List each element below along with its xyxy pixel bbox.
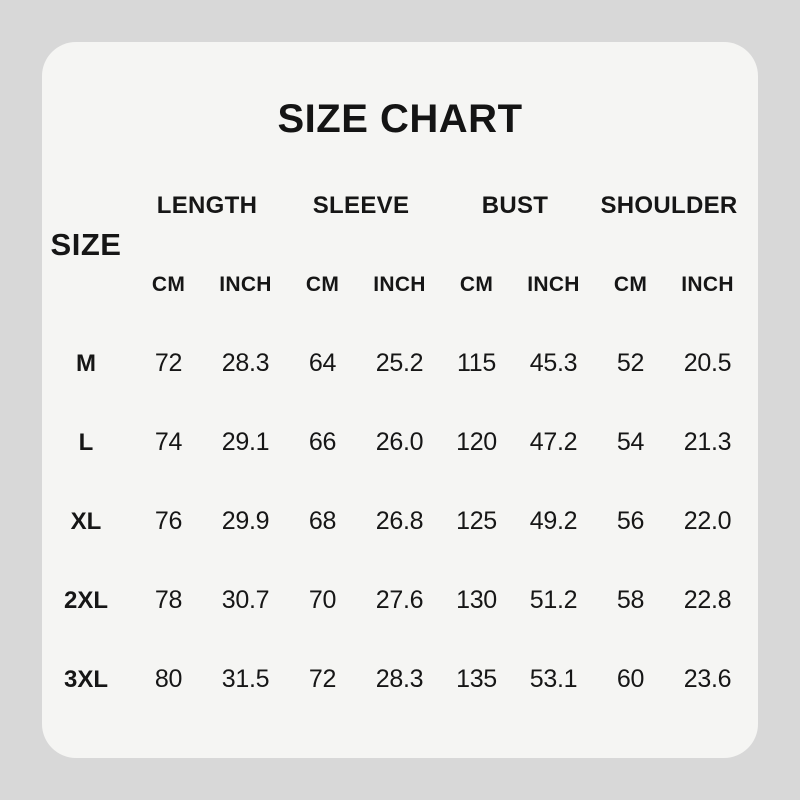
measurement-value: 135 (456, 665, 497, 693)
measurement-value: 60 (616, 665, 645, 693)
column-group-bust: BUST (481, 191, 549, 219)
column-group-length: LENGTH (156, 191, 258, 219)
page-title: SIZE CHART (277, 97, 523, 141)
measurement-value: 76 (154, 507, 183, 535)
measurement-value: 26.8 (375, 507, 424, 535)
table-row: M 72 28.3 64 25.2 115 45.3 52 20.5 (42, 324, 746, 403)
unit-header-cm: CM (459, 272, 494, 296)
measurement-value: 51.2 (529, 586, 578, 614)
measurement-value: 22.0 (683, 507, 732, 535)
unit-header-cm: CM (613, 272, 648, 296)
size-row-label: L (78, 428, 94, 456)
table-row: L 74 29.1 66 26.0 120 47.2 54 21.3 (42, 403, 746, 482)
measurement-value: 72 (308, 665, 337, 693)
measurement-value: 72 (154, 349, 183, 377)
measurement-value: 120 (456, 428, 497, 456)
column-group-sleeve: SLEEVE (312, 191, 410, 219)
measurement-value: 20.5 (683, 349, 732, 377)
measurement-value: 78 (154, 586, 183, 614)
unit-header-cm: CM (305, 272, 340, 296)
size-row-label: 3XL (63, 665, 108, 693)
table-header: SIZE LENGTH SLEEVE BUST SHOULDER CM INCH… (42, 166, 746, 324)
measurement-value: 31.5 (221, 665, 270, 693)
measurement-value: 115 (457, 349, 496, 377)
table-row: 3XL 80 31.5 72 28.3 135 53.1 60 23.6 (42, 640, 746, 719)
measurement-value: 54 (616, 428, 645, 456)
size-table-body: M 72 28.3 64 25.2 115 45.3 52 20.5 L 74 29.1 66 26.0 1… (42, 324, 746, 719)
measurement-value: 29.1 (221, 428, 270, 456)
group-header-row: SIZE LENGTH SLEEVE BUST SHOULDER (42, 166, 746, 263)
unit-header-inch: INCH (681, 272, 734, 296)
column-group-shoulder: SHOULDER (600, 191, 738, 219)
measurement-value: 68 (308, 507, 337, 535)
measurement-value: 74 (154, 428, 183, 456)
measurement-value: 27.6 (375, 586, 424, 614)
measurement-value: 47.2 (529, 428, 578, 456)
measurement-value: 29.9 (221, 507, 270, 535)
measurement-value: 28.3 (375, 665, 424, 693)
measurement-value: 23.6 (683, 665, 732, 693)
measurement-value: 21.3 (683, 428, 732, 456)
measurement-value: 52 (616, 349, 645, 377)
measurement-value: 49.2 (529, 507, 578, 535)
unit-header-cm: CM (151, 272, 186, 296)
measurement-value: 30.7 (221, 586, 270, 614)
measurement-value: 70 (308, 586, 337, 614)
unit-header-inch: INCH (373, 272, 426, 296)
measurement-value: 125 (456, 507, 497, 535)
table-row: XL 76 29.9 68 26.8 125 49.2 56 22.0 (42, 482, 746, 561)
measurement-value: 130 (456, 586, 497, 614)
measurement-value: 64 (308, 349, 337, 377)
size-row-label: M (76, 349, 96, 377)
measurement-value: 58 (616, 586, 645, 614)
unit-header-inch: INCH (527, 272, 580, 296)
size-row-label: XL (70, 507, 102, 535)
size-chart-card: SIZE CHART SIZE LENGTH SLEEVE BUST SHOUL… (42, 42, 758, 758)
measurement-value: 25.2 (375, 349, 424, 377)
measurement-value: 28.3 (221, 349, 270, 377)
measurement-value: 22.8 (683, 586, 732, 614)
unit-header-row: CM INCH CM INCH CM INCH CM INCH (42, 245, 746, 324)
measurement-value: 45.3 (529, 349, 578, 377)
size-row-label: 2XL (63, 586, 108, 614)
measurement-value: 66 (308, 428, 337, 456)
measurement-value: 26.0 (375, 428, 424, 456)
measurement-value: 53.1 (529, 665, 578, 693)
measurement-value: 80 (154, 665, 183, 693)
size-chart-table: SIZE LENGTH SLEEVE BUST SHOULDER CM INCH… (42, 166, 746, 719)
unit-header-inch: INCH (219, 272, 272, 296)
size-corner-label: SIZE (50, 227, 122, 262)
table-row: 2XL 78 30.7 70 27.6 130 51.2 58 22.8 (42, 561, 746, 640)
measurement-value: 56 (616, 507, 645, 535)
